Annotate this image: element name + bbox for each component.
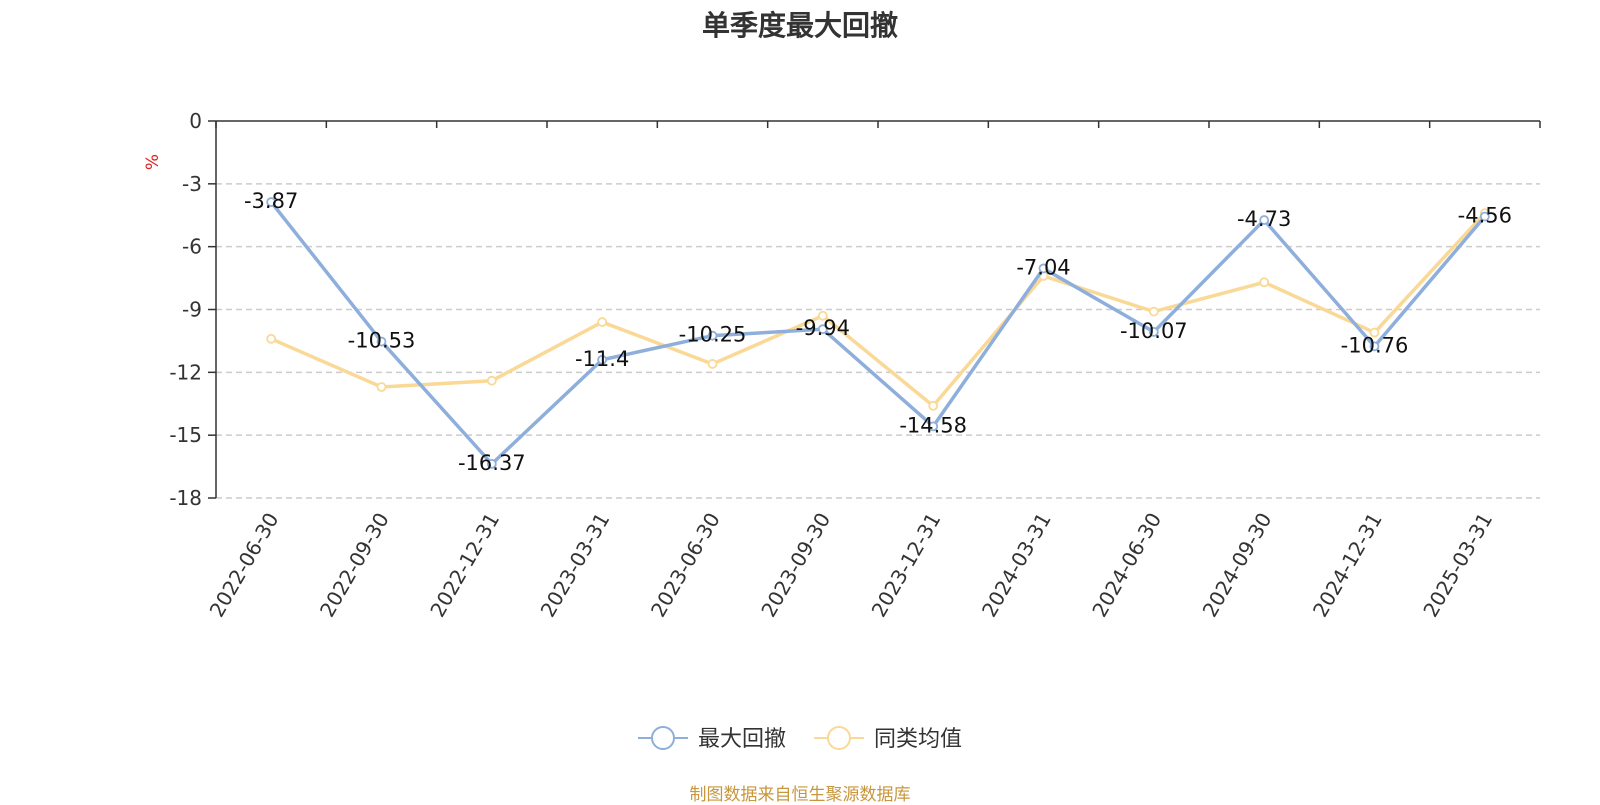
legend-item-0[interactable]: 最大回撤 — [638, 726, 786, 752]
y-tick-label: -9 — [182, 298, 202, 322]
series-1-point — [1148, 306, 1159, 317]
series-0-point — [928, 421, 939, 432]
legend: 最大回撤 同类均值 — [638, 726, 962, 752]
series-1-point — [266, 333, 277, 344]
series-0-point — [1148, 327, 1159, 337]
series-1-point — [597, 317, 608, 327]
x-tick-label: 2023-12-31 — [867, 509, 946, 622]
axes: 0 -3 -6 -9 -12 -15 -18% 2022-06-30 2022-09-30 202… — [143, 109, 1541, 622]
x-tick-label: 2022-06-30 — [205, 509, 284, 622]
data-label: -10.76 — [1341, 333, 1409, 357]
chart-title: 单季度最大回撤 — [701, 9, 898, 42]
y-tick-label: -12 — [169, 360, 202, 384]
data-labels: -3.87 -10.53 -16.37 -11.4 -10.25 -9.94 -14.58 -… — [244, 189, 1512, 475]
data-label: -16.37 — [458, 451, 526, 475]
series-line-1 — [270, 211, 1487, 408]
series-0-point — [597, 354, 608, 365]
series-0-point — [1259, 215, 1270, 225]
source-note: 制图数据来自恒生聚源数据库 — [689, 785, 911, 805]
data-label: -10.07 — [1120, 319, 1188, 343]
data-label: -7.04 — [1016, 255, 1070, 279]
data-label: -14.58 — [899, 413, 967, 437]
y-tick-label: -6 — [182, 235, 202, 259]
data-label: -3.87 — [244, 189, 298, 213]
series-0-point — [266, 197, 277, 207]
x-tick-label: 2024-12-31 — [1308, 509, 1387, 622]
series-0-point — [817, 324, 828, 335]
data-label: -9.94 — [796, 316, 850, 340]
data-label: -4.73 — [1237, 207, 1291, 231]
x-tick-label: 2025-03-31 — [1418, 509, 1497, 622]
data-label: -4.56 — [1458, 204, 1512, 228]
x-tick-label: 2023-03-31 — [536, 509, 615, 622]
x-tick-label: 2024-03-31 — [977, 509, 1056, 622]
series — [266, 197, 1490, 469]
y-tick-label: -18 — [169, 486, 202, 510]
series-0-point — [1038, 263, 1049, 274]
legend-label: 最大回撤 — [698, 727, 786, 752]
x-tick-label: 2024-09-30 — [1198, 509, 1277, 622]
data-label: -11.4 — [575, 347, 629, 371]
grid-lines — [216, 183, 1540, 499]
x-tick-label: 2023-06-30 — [646, 509, 725, 622]
series-1-point — [817, 310, 828, 321]
legend-item-1[interactable]: 同类均值 — [814, 726, 962, 752]
y-axis-label: % — [143, 154, 163, 170]
series-1-point — [486, 375, 497, 386]
legend-marker-icon — [827, 726, 851, 750]
data-label: -10.53 — [348, 329, 416, 353]
x-tick-label: 2022-09-30 — [315, 509, 394, 622]
series-0-point — [1479, 211, 1490, 222]
x-tick-label: 2024-06-30 — [1087, 509, 1166, 622]
series-1-point — [1259, 277, 1270, 288]
series-0-point — [707, 330, 718, 341]
x-tick-label: 2022-12-31 — [425, 509, 504, 622]
series-0-point — [486, 458, 497, 469]
y-tick-label: 0 — [189, 109, 202, 133]
data-label: -10.25 — [679, 323, 747, 347]
legend-label: 同类均值 — [874, 727, 962, 752]
series-0-point — [1369, 341, 1380, 352]
series-1-point — [707, 359, 718, 369]
x-tick-label: 2023-09-30 — [756, 509, 835, 622]
y-tick-label: -15 — [169, 423, 202, 447]
legend-marker-icon — [651, 726, 675, 750]
series-0-point — [376, 336, 387, 347]
series-line-0 — [269, 200, 1487, 466]
y-tick-label: -3 — [182, 172, 202, 196]
series-1-point — [928, 400, 939, 411]
series-1-point — [1369, 327, 1380, 338]
series-1-point — [376, 382, 387, 392]
